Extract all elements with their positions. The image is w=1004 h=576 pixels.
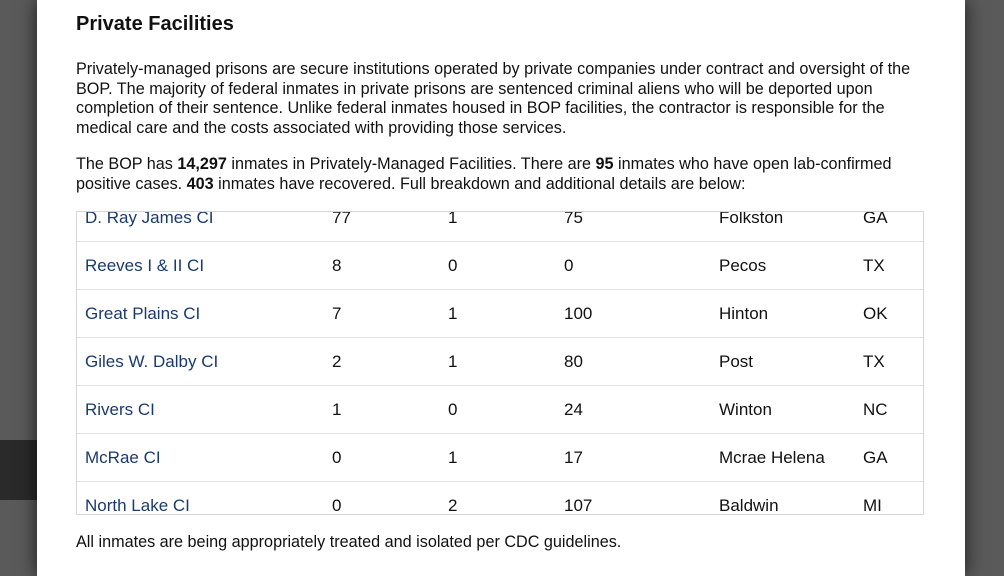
count-cell: 1 (448, 289, 564, 338)
count-cell: 8 (332, 241, 448, 290)
count-cell: 1 (448, 433, 564, 482)
facility-name-link[interactable]: Great Plains CI (77, 289, 332, 338)
facility-name-link[interactable]: D. Ray James CI (77, 212, 332, 242)
count-cell: 80 (564, 337, 719, 386)
summary-text: inmates in Privately-Managed Facilities.… (226, 155, 596, 173)
table-row: Rivers CI 1 0 24 Winton NC (77, 385, 923, 434)
summary-text: inmates who have open lab-confirmed posi… (76, 155, 892, 193)
count-cell: 1 (448, 212, 564, 242)
count-cell: 107 (564, 481, 719, 514)
summary-paragraph: The BOP has 14,297 inmates in Privately-… (76, 155, 921, 194)
count-cell: 2 (332, 337, 448, 386)
table-row: McRae CI 0 1 17 Mcrae Helena GA (77, 433, 923, 482)
city-cell: Pecos (719, 241, 863, 290)
state-cell: OK (863, 289, 923, 338)
count-cell: 1 (448, 337, 564, 386)
table-row: Reeves I & II CI 8 0 0 Pecos TX (77, 241, 923, 290)
city-cell: Post (719, 337, 863, 386)
open-cases-count: 95 (595, 155, 614, 173)
facility-name-link[interactable]: McRae CI (77, 433, 332, 482)
count-cell: 24 (564, 385, 719, 434)
table-row: Great Plains CI 7 1 100 Hinton OK (77, 289, 923, 338)
table-row: D. Ray James CI 77 1 75 Folkston GA (77, 212, 923, 242)
state-cell: TX (863, 337, 923, 386)
state-cell: MI (863, 481, 923, 514)
count-cell: 0 (332, 433, 448, 482)
city-cell: Hinton (719, 289, 863, 338)
facilities-table-scroll[interactable]: D. Ray James CI 77 1 75 Folkston GA Reeves I &… (76, 211, 924, 515)
recovered-count: 403 (186, 174, 214, 193)
count-cell: 0 (448, 241, 564, 290)
count-cell: 0 (448, 385, 564, 434)
count-cell: 2 (448, 481, 564, 514)
table-row: Giles W. Dalby CI 2 1 80 Post TX (77, 337, 923, 386)
count-cell: 77 (332, 212, 448, 242)
state-cell: NC (863, 385, 923, 434)
facility-name-link[interactable]: Reeves I & II CI (77, 241, 332, 290)
summary-text: The BOP has (76, 155, 178, 173)
count-cell: 17 (564, 433, 719, 482)
city-cell: Winton (719, 385, 863, 434)
table-row: North Lake CI 0 2 107 Baldwin MI (77, 481, 923, 514)
city-cell: Mcrae Helena (719, 433, 863, 482)
total-inmates-count: 14,297 (177, 155, 227, 173)
count-cell: 100 (564, 289, 719, 338)
count-cell: 1 (332, 385, 448, 434)
city-cell: Baldwin (719, 481, 863, 514)
facility-name-link[interactable]: Rivers CI (77, 385, 332, 434)
count-cell: 7 (332, 289, 448, 338)
facility-name-link[interactable]: North Lake CI (77, 481, 332, 514)
facility-name-link[interactable]: Giles W. Dalby CI (77, 337, 332, 386)
city-cell: Folkston (719, 212, 863, 242)
intro-paragraph: Privately-managed prisons are secure ins… (76, 60, 911, 137)
state-cell: GA (863, 212, 923, 242)
modal-title: Private Facilities (76, 13, 234, 35)
summary-text: inmates have recovered. Full breakdown a… (213, 174, 746, 193)
background-block (0, 440, 40, 500)
facilities-table: D. Ray James CI 77 1 75 Folkston GA Reeves I &… (77, 212, 923, 514)
state-cell: GA (863, 433, 923, 482)
count-cell: 0 (564, 241, 719, 290)
state-cell: TX (863, 241, 923, 290)
count-cell: 75 (564, 212, 719, 242)
private-facilities-modal: Private Facilities Privately-managed pri… (37, 0, 965, 576)
cdc-note: All inmates are being appropriately trea… (76, 533, 622, 551)
count-cell: 0 (332, 481, 448, 514)
